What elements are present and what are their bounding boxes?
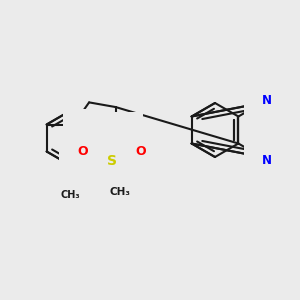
Text: N: N	[116, 130, 126, 143]
Text: O: O	[135, 145, 146, 158]
Text: CH₃: CH₃	[60, 190, 80, 200]
Text: O: O	[77, 145, 88, 158]
Text: CH₃: CH₃	[109, 187, 130, 197]
Text: S: S	[106, 154, 117, 168]
Text: N: N	[262, 94, 272, 106]
Text: N: N	[262, 154, 272, 166]
Text: N: N	[81, 127, 91, 140]
